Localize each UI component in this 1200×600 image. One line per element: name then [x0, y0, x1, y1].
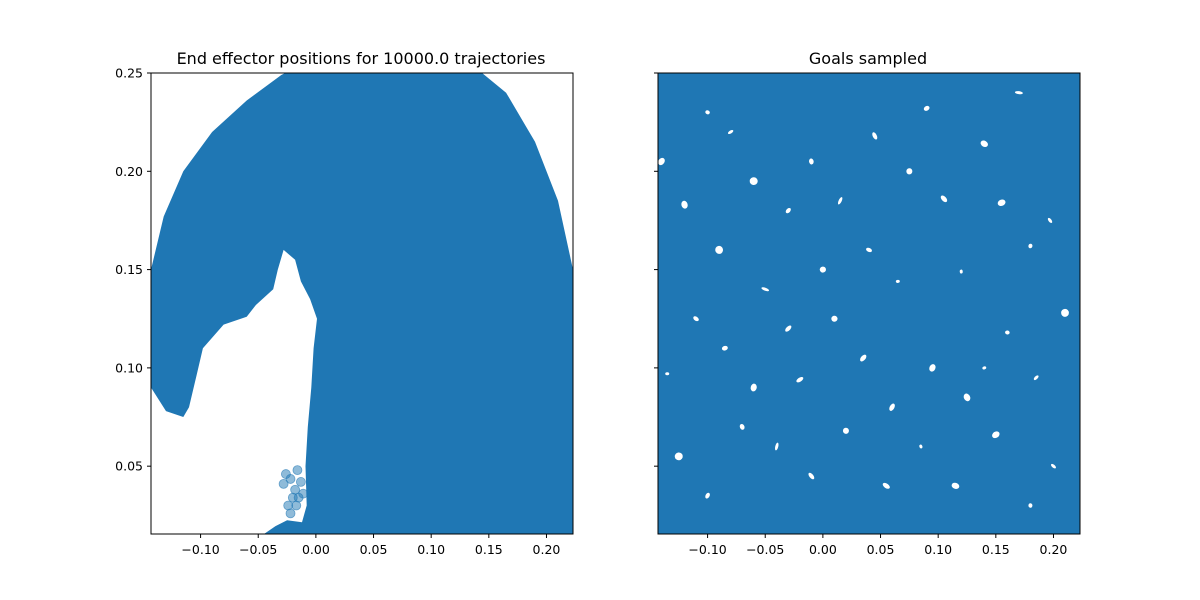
scatter-point [298, 488, 309, 499]
x-tick-label: 0.00 [302, 542, 330, 557]
gap-between-samples [749, 177, 758, 186]
gap-between-samples [727, 129, 734, 135]
x-tick-label: 0.10 [417, 542, 445, 557]
x-tick-label: −0.05 [746, 542, 784, 557]
scatter-point [285, 508, 296, 519]
y-tick-label: 0.05 [115, 459, 143, 474]
right-plot-area: −0.10 −0.05 0.00 0.05 0.10 0.15 0.20 [654, 72, 1081, 557]
gap-between-samples [940, 195, 948, 203]
gap-between-samples [775, 442, 779, 451]
gap-between-samples [1050, 463, 1056, 469]
gap-between-samples [837, 197, 843, 205]
gap-between-samples [1014, 91, 1023, 95]
gap-between-samples [809, 158, 814, 165]
gap-between-samples [819, 266, 826, 273]
scatter-point [292, 465, 303, 476]
gap-between-samples [831, 315, 838, 322]
gap-between-samples [992, 431, 1000, 439]
scatter-point [278, 478, 289, 489]
gap-between-samples [761, 287, 770, 292]
axes-frame [657, 72, 1081, 535]
gap-between-samples [842, 427, 849, 434]
x-tick-label: −0.05 [239, 542, 277, 557]
y-tick-label: 0.10 [115, 360, 143, 375]
gap-between-samples [889, 403, 895, 411]
scatter-point [291, 500, 302, 511]
gap-between-samples [658, 157, 665, 166]
gap-between-samples [929, 364, 936, 372]
gap-between-samples [1047, 217, 1053, 223]
x-tick-label: 0.05 [360, 542, 388, 557]
gap-between-samples [963, 393, 971, 402]
gap-between-samples [860, 354, 867, 362]
gap-between-samples [982, 366, 987, 370]
gap-between-samples [906, 168, 913, 175]
gap-between-samples [721, 345, 728, 351]
gap-between-samples [681, 200, 688, 209]
x-tick-label: −0.10 [688, 542, 726, 557]
gap-between-samples [808, 472, 815, 480]
gap-between-samples [705, 110, 710, 115]
left-plot-area: −0.10 −0.05 0.00 0.05 0.10 0.15 0.20 0.05 0.10 0.… [115, 66, 574, 557]
gap-between-samples [1028, 503, 1033, 508]
gap-between-samples [997, 199, 1006, 206]
x-tick-label: 0.15 [475, 542, 503, 557]
gap-between-samples [785, 207, 791, 214]
sampled-goals-cloud [658, 73, 1080, 534]
gap-between-samples [1033, 375, 1039, 381]
gap-between-samples [739, 423, 745, 430]
left-plot-title: End effector positions for 10000.0 traje… [177, 49, 546, 68]
gap-between-samples [1005, 330, 1010, 335]
axes-frame [150, 72, 574, 535]
gap-between-samples [872, 132, 878, 140]
y-tick-label: 0.20 [115, 164, 143, 179]
x-tick-label: 0.00 [809, 542, 837, 557]
y-tick-label: 0.25 [115, 66, 143, 81]
gap-between-samples [693, 316, 699, 322]
gap-between-samples [1061, 308, 1069, 317]
scatter-point-cloud [151, 73, 573, 534]
gap-between-samples [750, 383, 757, 392]
x-tick-label: 0.10 [924, 542, 952, 557]
right-plot-title: Goals sampled [809, 49, 927, 68]
gap-between-samples [923, 105, 930, 111]
scatter-point [295, 477, 306, 487]
x-tick-label: −0.10 [181, 542, 219, 557]
gap-between-samples [785, 325, 792, 332]
scatter-point [285, 474, 296, 484]
gap-between-samples [796, 376, 804, 383]
x-tick-label: 0.05 [867, 542, 895, 557]
gap-between-samples [1028, 243, 1033, 249]
x-tick-label: 0.20 [533, 542, 561, 557]
gap-between-samples [665, 372, 670, 376]
gap-between-samples [951, 482, 960, 489]
gap-between-samples [674, 452, 683, 461]
gap-between-samples [959, 269, 963, 274]
gap-between-samples [882, 482, 890, 489]
gap-between-samples [980, 140, 988, 148]
gap-between-samples [919, 444, 923, 449]
gap-between-samples [866, 247, 872, 253]
y-tick-label: 0.15 [115, 262, 143, 277]
gap-between-samples [705, 492, 710, 499]
gap-between-samples [715, 245, 724, 254]
x-tick-label: 0.20 [1040, 542, 1068, 557]
x-tick-label: 0.15 [982, 542, 1010, 557]
gap-between-samples [895, 279, 900, 283]
